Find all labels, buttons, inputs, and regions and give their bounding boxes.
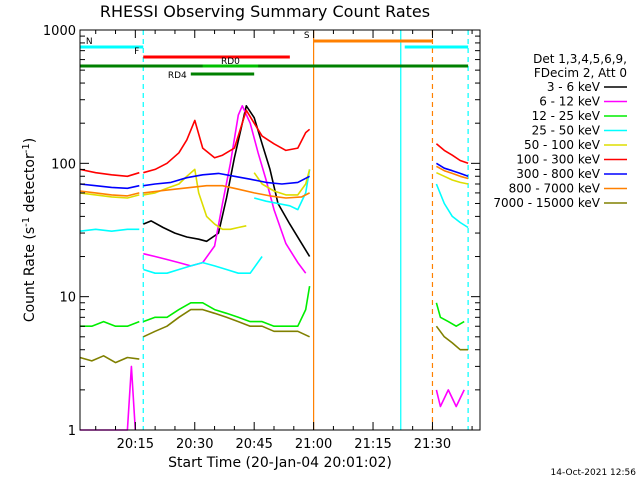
x-tick-label: 21:30 (414, 437, 451, 452)
legend-label: 12 - 25 keV (532, 109, 601, 123)
series-line (253, 169, 311, 211)
x-tick-label: 21:00 (295, 437, 332, 452)
x-axis-label: Start Time (20-Jan-04 20:01:02) (168, 455, 392, 471)
series-line (79, 228, 140, 232)
y-tick-label: 100 (51, 157, 76, 172)
flag-label: RD4 (168, 71, 187, 81)
flag-label: F (134, 47, 139, 57)
series-line (79, 320, 140, 328)
legend-label: 6 - 12 keV (539, 95, 601, 109)
legend-label: 100 - 300 keV (516, 153, 600, 167)
series-line (142, 308, 310, 338)
chart-title: RHESSI Observing Summary Count Rates (100, 2, 430, 21)
timestamp: 14-Oct-2021 12:56 (551, 468, 637, 478)
x-axis: 20:15 20:30 20:45 21:00 21:15 21:30 (95, 30, 473, 452)
series-line (143, 285, 311, 328)
plot-frame (79, 29, 481, 431)
legend: Det 1,3,4,5,6,9,FDecim 2, Att 03 - 6 keV… (493, 52, 627, 210)
series-line (79, 168, 140, 178)
y-tick-label: 1 (68, 424, 76, 439)
y-label-sup1: -1 (21, 217, 32, 227)
series-line (143, 109, 311, 174)
series-line (435, 389, 465, 408)
series-line (79, 192, 140, 199)
series-line (143, 184, 310, 199)
plot-area (80, 30, 480, 430)
series-line (143, 172, 310, 187)
legend-label: 800 - 7000 keV (509, 182, 601, 196)
series-line (143, 256, 263, 275)
y-axis: 1 10 100 1000 (43, 24, 480, 439)
y-label-part2: detector (22, 153, 38, 217)
series-line (435, 302, 465, 328)
legend-label: 300 - 800 keV (516, 167, 600, 181)
vertical-markers (142, 30, 469, 430)
y-label-part3: ) (22, 138, 38, 143)
legend-label: 50 - 100 keV (524, 138, 601, 152)
x-tick-label: 20:15 (117, 437, 154, 452)
y-tick-label: 10 (59, 291, 76, 306)
series-line (253, 169, 311, 196)
legend-label: 25 - 50 keV (532, 124, 601, 138)
series-line (435, 162, 469, 178)
y-label-part1: Count Rate (s (22, 227, 38, 322)
series-lines (79, 105, 469, 431)
series-line (143, 168, 247, 231)
plot-background (80, 30, 480, 430)
legend-label: 3 - 6 keV (547, 80, 601, 94)
x-tick-label: 21:15 (354, 437, 391, 452)
flag-label: N (86, 37, 93, 47)
legend-header: Det 1,3,4,5,6,9, (533, 52, 627, 66)
legend-label: 7000 - 15000 keV (493, 196, 600, 210)
series-line (79, 354, 140, 364)
y-label-sup2: -1 (21, 143, 32, 153)
y-axis-label: Count Rate (s-1 detector-1) (21, 138, 38, 322)
flag-bars: N S F RD0 RD4 (79, 31, 469, 81)
flag-label: S (304, 31, 310, 41)
y-tick-label: 1000 (43, 24, 76, 39)
x-tick-label: 20:45 (235, 437, 272, 452)
legend-header: FDecim 2, Att 0 (534, 66, 627, 80)
series-line (435, 143, 469, 165)
plot-border (79, 29, 481, 431)
series-line (436, 171, 469, 185)
series-line (79, 190, 140, 197)
series-line (143, 105, 307, 274)
series-line (435, 183, 469, 229)
flag-label: RD0 (221, 57, 240, 67)
x-tick-label: 20:30 (176, 437, 213, 452)
series-line (436, 165, 469, 180)
series-line (79, 183, 140, 190)
series-line (435, 325, 469, 351)
